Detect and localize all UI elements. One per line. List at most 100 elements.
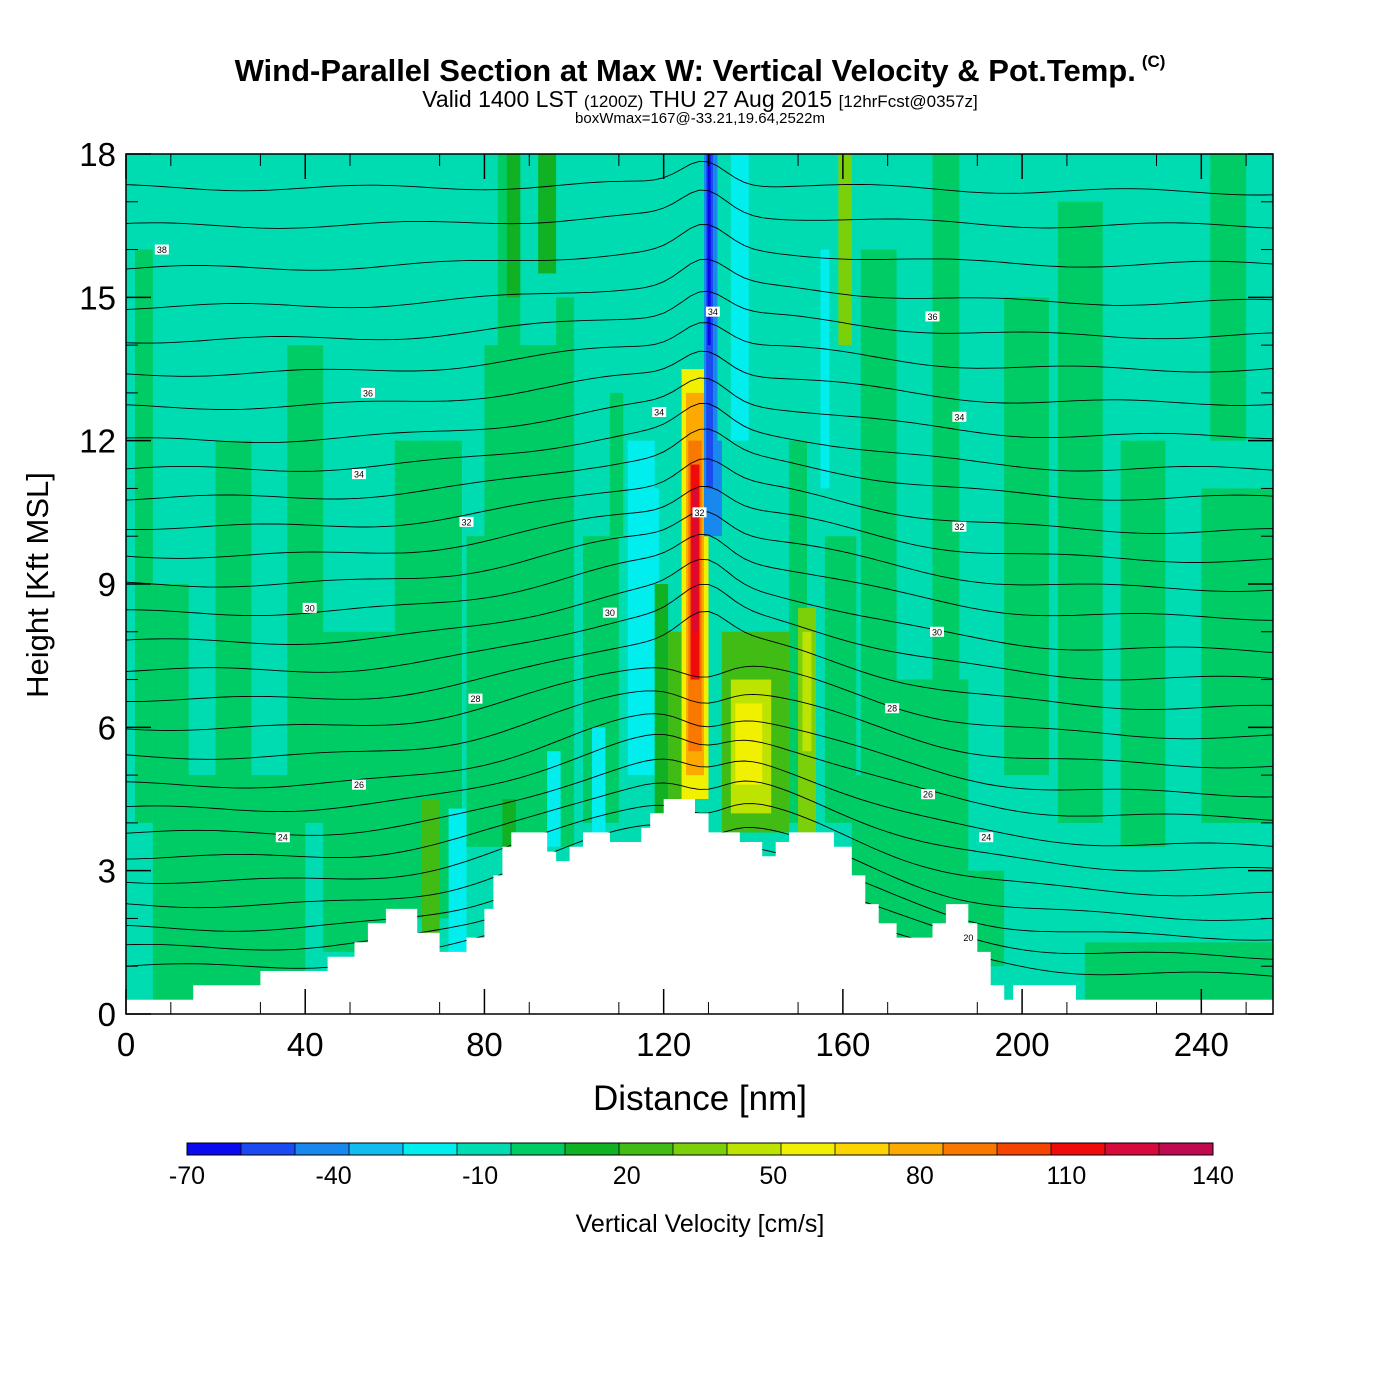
colorbar-swatch-5 [457,1143,512,1155]
svg-text:28: 28 [887,704,897,714]
contour-label-2: 36 [360,387,375,398]
chart-boxwmax: boxWmax=167@-33.21,19.64,2522m [575,110,825,127]
colorbar-tick-label-0: -70 [169,1162,205,1190]
colorbar-tick-label-2: -10 [462,1162,498,1190]
chart-title: Wind-Parallel Section at Max W: Vertical… [234,52,1166,88]
x-tick-label-0: 0 [117,1026,135,1063]
isentrope-line-25 [126,224,1273,271]
colorbar-swatch-1 [241,1143,296,1155]
velocity-cell-51 [1210,154,1247,441]
contour-label-8: 32 [459,516,474,527]
svg-text:34: 34 [354,470,364,480]
y-tick-label-4: 12 [79,423,116,460]
contour-label-0: 38 [154,244,169,255]
contour-label-15: 26 [351,779,366,790]
colorbar-swatch-3 [349,1143,404,1155]
velocity-cell-55 [547,751,561,847]
contour-label-5: 34 [952,411,967,422]
isentrope-line-24 [126,258,1273,310]
contour-label-10: 30 [302,602,317,613]
isentrope-line-23 [126,290,1273,344]
isentrope-line-19 [126,402,1273,472]
svg-text:32: 32 [954,522,964,532]
velocity-cell-42 [860,249,897,776]
velocity-cell-46 [1004,297,1049,776]
isentrope-line-5 [126,780,1273,872]
isentrope-line-14 [126,533,1273,621]
velocity-cell-38 [820,249,830,489]
velocity-cell-53 [448,808,467,952]
isentrope-line-17 [126,458,1273,534]
colorbar-tick-label-1: -40 [316,1162,352,1190]
velocity-cell-20 [668,631,682,799]
isentrope-line-13 [126,558,1273,653]
contour-label-4: 34 [652,407,667,418]
velocity-cell-36 [802,631,812,752]
velocity-cell-47 [1057,201,1103,823]
velocity-cell-29 [717,154,731,441]
svg-text:30: 30 [605,608,615,618]
colorbar-swatch-17 [1105,1143,1160,1155]
y-tick-label-3: 9 [98,566,116,603]
colorbar-swatch-8 [619,1143,674,1155]
velocity-cell-11 [506,154,521,298]
isentrope-line-27 [126,160,1273,196]
colorbar-swatch-15 [997,1143,1052,1155]
velocity-cell-43 [896,679,969,943]
isentrope-line-4 [126,803,1273,897]
contour-label-18: 24 [979,832,994,843]
contour-label-1: 36 [925,311,940,322]
contour-label-11: 30 [602,607,617,618]
colorbar-swatch-9 [673,1143,728,1155]
velocity-cell-30 [730,154,749,441]
svg-text:34: 34 [954,412,964,422]
svg-text:38: 38 [157,245,167,255]
colorbar-label: Vertical Velocity [cm/s] [576,1210,825,1238]
y-axis-label: Height [Kft MSL] [20,472,55,698]
velocity-cell-33 [735,703,763,785]
svg-text:32: 32 [694,508,704,518]
colorbar-swatch-7 [565,1143,620,1155]
x-tick-label-6: 240 [1174,1026,1229,1063]
svg-text:30: 30 [305,603,315,613]
isentrope-line-11 [126,611,1273,710]
colorbar-swatch-11 [781,1143,836,1155]
velocity-cell-1 [134,249,153,823]
isentrope-line-20 [126,377,1273,444]
isentrope-line-22 [126,322,1273,377]
velocity-cell-6 [323,631,395,952]
x-axis-label: Distance [nm] [593,1079,807,1118]
colorbar-tick-label-6: 110 [1046,1162,1086,1190]
isentrope-line-12 [126,583,1273,681]
velocity-cell-13 [556,297,575,489]
isentrope-line-16 [126,486,1273,563]
colorbar-swatch-18 [1159,1143,1214,1155]
contour-label-3: 34 [705,306,720,317]
colorbar-tick-label-4: 50 [759,1162,787,1190]
x-tick-label-4: 160 [815,1026,870,1063]
isentrope-line-6 [126,758,1273,847]
contour-label-9: 32 [952,521,967,532]
velocity-cell-25 [692,488,698,632]
isentrope-line-9 [126,690,1273,769]
y-tick-label-6: 18 [79,136,116,173]
x-tick-label-5: 200 [995,1026,1050,1063]
isentrope-line-21 [126,350,1273,410]
velocity-cell-28 [707,154,711,346]
svg-text:36: 36 [927,312,937,322]
svg-text:34: 34 [654,408,664,418]
svg-text:20: 20 [963,933,973,943]
colorbar-swatch-10 [727,1143,782,1155]
contour-label-7: 32 [692,507,707,518]
isentrope-line-18 [126,428,1273,501]
colorbar-swatch-4 [403,1143,458,1155]
y-tick-label-5: 15 [79,279,116,316]
contour-label-12: 30 [929,626,944,637]
y-tick-label-2: 6 [98,709,116,746]
isentrope-line-10 [126,665,1273,740]
svg-text:24: 24 [278,833,288,843]
x-tick-label-3: 120 [636,1026,691,1063]
velocity-cell-39 [838,154,852,346]
